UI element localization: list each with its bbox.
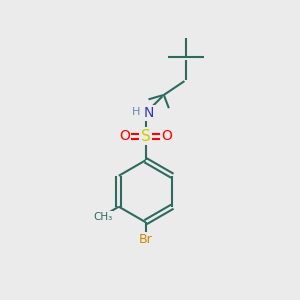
Text: H: H [132,107,140,117]
Text: CH₃: CH₃ [93,212,112,222]
Text: Br: Br [139,233,152,246]
Text: N: N [143,106,154,120]
Text: S: S [141,129,151,144]
Text: O: O [161,129,172,143]
Text: O: O [119,129,130,143]
